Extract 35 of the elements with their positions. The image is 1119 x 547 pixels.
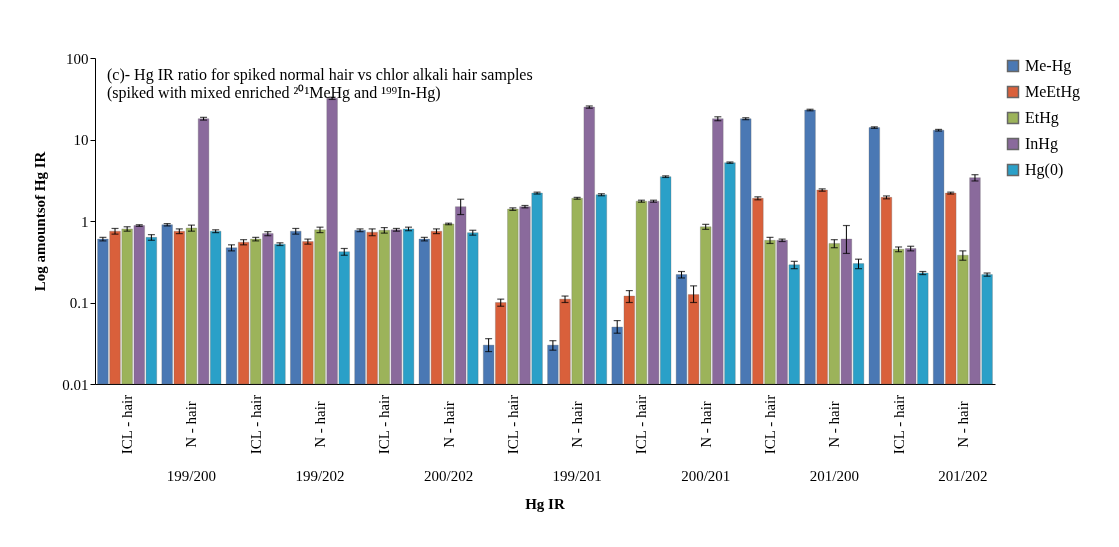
chart-title: (c)- Hg IR ratio for spiked normal hair vs chlor alkali hair samples bbox=[107, 66, 533, 84]
y-tick-label: 10 bbox=[73, 132, 89, 148]
x-tick-label: ICL - hair bbox=[504, 394, 521, 455]
x-tick-label: ICL - hair bbox=[376, 394, 393, 455]
y-axis-title: Log amountsof Hg IR bbox=[32, 151, 49, 292]
legend-label: InHg bbox=[1025, 135, 1058, 153]
text: 200/201 bbox=[681, 468, 731, 484]
x-tick-label: ICL - hair bbox=[762, 394, 778, 455]
legend-label: EtHg bbox=[1025, 109, 1059, 127]
y-tick-label: 100 bbox=[66, 50, 89, 67]
legend-label: MeEtHg bbox=[1025, 83, 1081, 101]
x-tick-label: ICL - hair bbox=[247, 394, 264, 455]
text: 199/200 bbox=[166, 468, 217, 484]
legend-label: Me-Hg bbox=[1025, 57, 1072, 75]
x-axis-title: Hg IR bbox=[525, 496, 565, 512]
text: 201/202 bbox=[938, 468, 988, 484]
legend-label: Hg(0) bbox=[1025, 161, 1064, 179]
x-tick-label: N - hair bbox=[312, 401, 328, 448]
y-tick-label: 1 bbox=[81, 213, 89, 230]
x-tick-label: ICL - hair bbox=[890, 394, 907, 455]
x-tick-label: N - hair bbox=[183, 401, 200, 448]
x-tick-label: ICL - hair bbox=[633, 394, 650, 455]
x-tick-label: N - hair bbox=[954, 401, 971, 448]
text: 201/200 bbox=[809, 468, 859, 484]
x-tick-label: N - hair bbox=[697, 401, 714, 448]
x-tick-label: N - hair bbox=[569, 401, 586, 448]
y-tick-label: 0.01 bbox=[62, 376, 89, 393]
x-tick-label: N - hair bbox=[440, 401, 457, 448]
text: 199/201 bbox=[552, 468, 602, 484]
text: (spiked with mixed enriched ²⁰¹MeHg and ¹⁹⁹In-Hg) bbox=[107, 84, 441, 102]
text: 199/202 bbox=[295, 468, 345, 484]
text: 200/202 bbox=[423, 468, 474, 484]
y-tick-label: 0.1 bbox=[69, 295, 89, 311]
x-tick-label: ICL - hair bbox=[119, 394, 136, 455]
x-tick-label: N - hair bbox=[826, 401, 843, 448]
